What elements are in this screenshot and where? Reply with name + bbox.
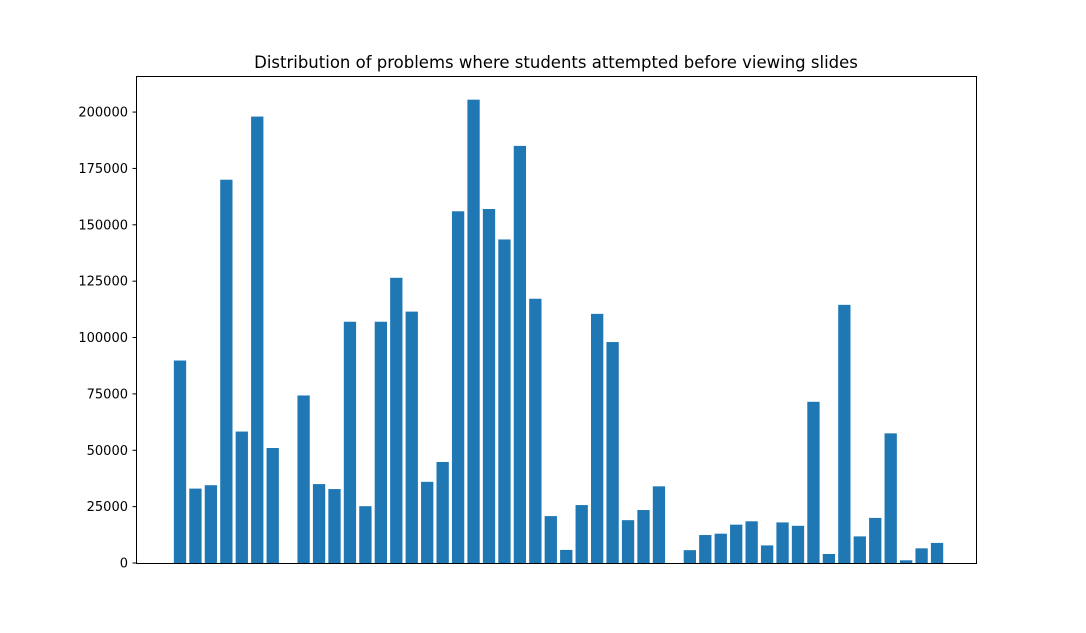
bar bbox=[266, 448, 279, 563]
plot-area-frame bbox=[136, 76, 977, 564]
bar bbox=[328, 489, 341, 563]
chart-title: Distribution of problems where students … bbox=[254, 53, 858, 72]
y-tick-label: 125000 bbox=[78, 275, 128, 290]
bar bbox=[915, 548, 928, 563]
y-tick-label: 150000 bbox=[78, 218, 128, 233]
bar bbox=[930, 542, 944, 563]
bar bbox=[343, 321, 357, 563]
bar bbox=[683, 550, 696, 563]
bar bbox=[513, 145, 527, 563]
bar bbox=[730, 524, 743, 563]
bar bbox=[791, 525, 805, 563]
bar bbox=[204, 485, 218, 563]
bar bbox=[652, 486, 666, 563]
y-tick-label: 175000 bbox=[78, 162, 128, 177]
bar bbox=[251, 116, 264, 563]
bar bbox=[776, 522, 789, 563]
bar bbox=[189, 488, 202, 563]
bar bbox=[591, 313, 604, 563]
bar bbox=[529, 298, 542, 563]
bar bbox=[451, 211, 465, 563]
bar bbox=[297, 395, 310, 563]
bar bbox=[390, 277, 403, 563]
bar bbox=[900, 560, 913, 563]
bar bbox=[714, 533, 727, 563]
bar bbox=[807, 401, 820, 563]
bar bbox=[374, 321, 387, 563]
y-tick-label: 75000 bbox=[87, 387, 128, 402]
bar bbox=[838, 304, 851, 563]
bar bbox=[235, 431, 248, 563]
y-tick-label: 25000 bbox=[87, 500, 128, 515]
bar bbox=[359, 506, 372, 563]
bar bbox=[482, 209, 496, 563]
bar bbox=[544, 516, 557, 563]
bar bbox=[637, 510, 650, 563]
bar bbox=[822, 553, 836, 563]
y-tick-label: 100000 bbox=[78, 331, 128, 346]
bar bbox=[421, 481, 434, 563]
bar bbox=[436, 461, 449, 563]
bar bbox=[884, 433, 897, 563]
y-axis: 0 25000 50000 75000 100000 125000 150000 175000… bbox=[78, 106, 137, 572]
bar bbox=[760, 545, 774, 563]
y-tick-label: 0 bbox=[120, 557, 128, 572]
y-tick-label: 200000 bbox=[78, 106, 128, 121]
bar bbox=[869, 517, 882, 563]
bar bbox=[405, 311, 418, 563]
bar bbox=[560, 549, 573, 563]
bar bbox=[575, 505, 588, 563]
bar bbox=[606, 342, 619, 563]
bar bbox=[467, 99, 480, 564]
bar bbox=[312, 484, 326, 563]
y-tick-label: 50000 bbox=[87, 444, 128, 459]
bar bbox=[220, 179, 233, 563]
bar bbox=[745, 521, 758, 563]
bar bbox=[699, 535, 712, 563]
bar bbox=[853, 536, 866, 563]
bar bbox=[621, 520, 635, 563]
bars-group bbox=[173, 99, 944, 564]
bar bbox=[498, 239, 511, 563]
bar bbox=[173, 360, 187, 563]
